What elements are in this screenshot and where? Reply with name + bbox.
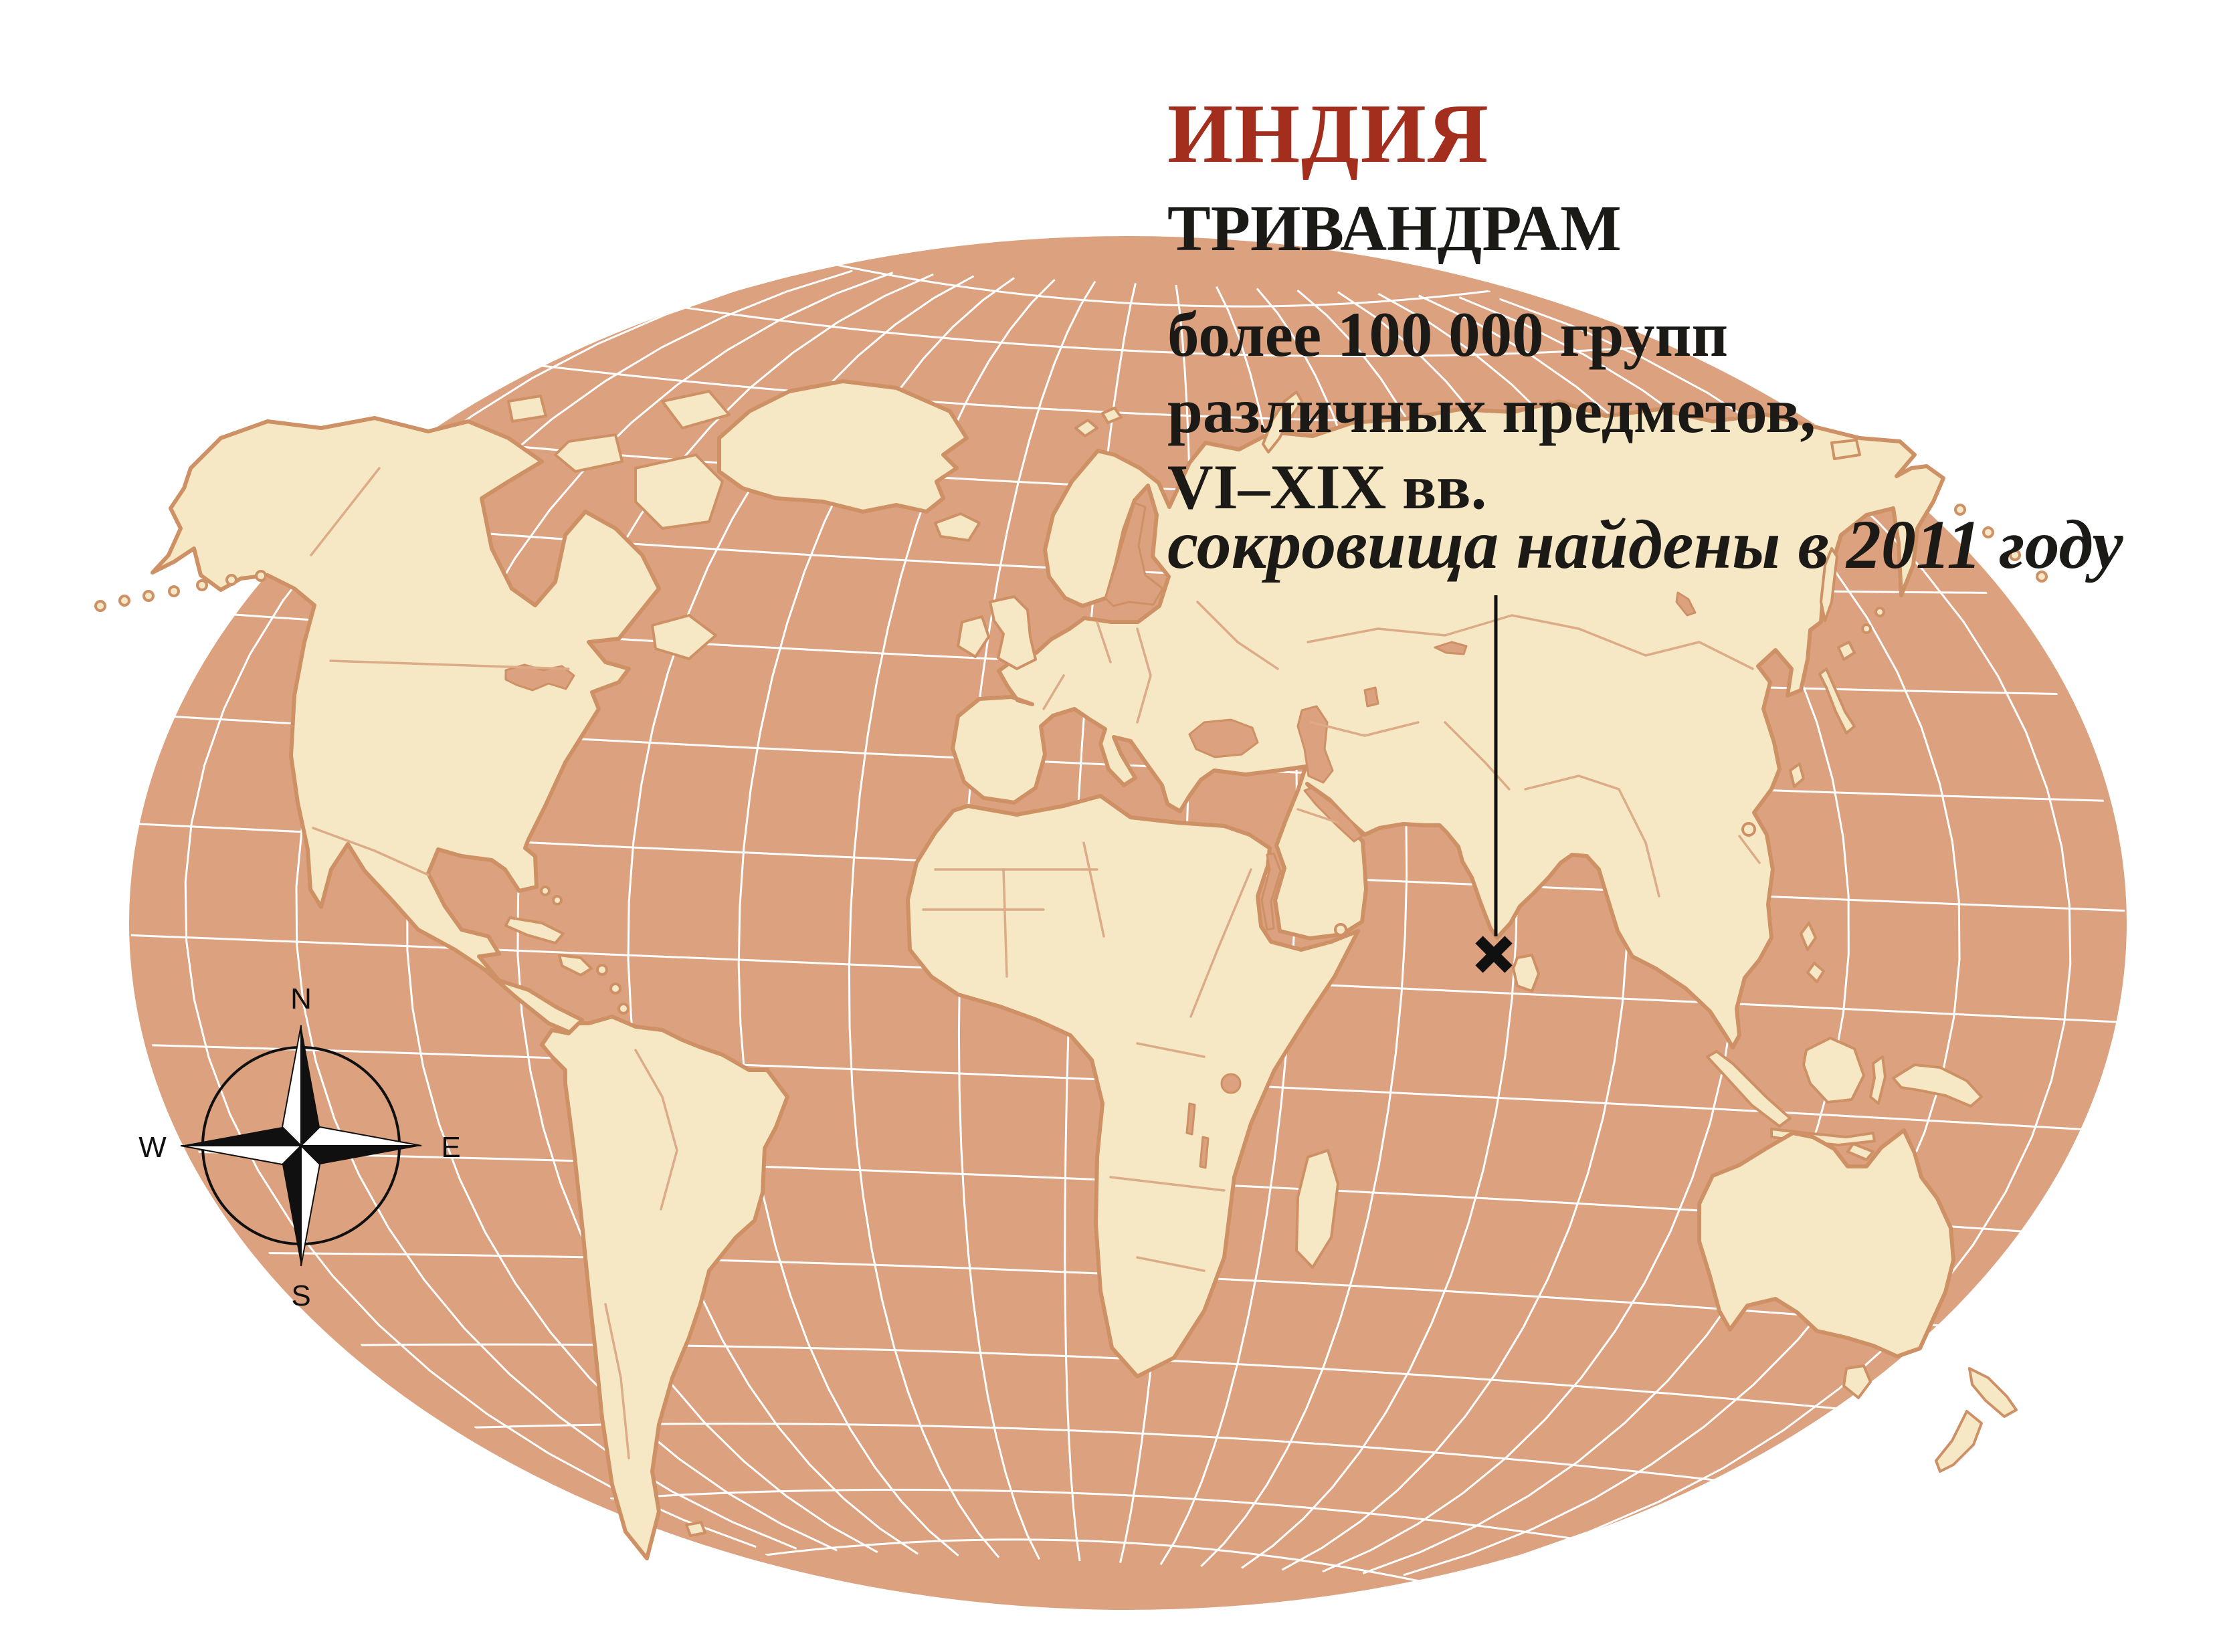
description-line: VI–XIX вв. (1167, 451, 1487, 522)
iceland (934, 512, 981, 542)
socotra (1334, 923, 1347, 936)
compass-label-south: S (291, 1279, 310, 1312)
lake-victoria (1220, 1073, 1242, 1094)
arctic-islands (554, 433, 623, 473)
aleutian-islands (94, 570, 267, 612)
description-line: более 100 000 групп (1167, 299, 1729, 370)
philippines (1806, 962, 1825, 983)
new-zealand-south (1935, 1410, 1983, 1473)
borneo (1802, 1037, 1865, 1104)
newfoundland (651, 614, 717, 660)
falkland-islands (685, 1521, 706, 1537)
country-borders (310, 467, 1761, 1459)
hokkaido (1837, 641, 1856, 661)
lakes (504, 502, 1697, 1169)
compass-rose: N E S W (138, 983, 460, 1312)
compass-needle-east (301, 1146, 421, 1164)
sri-lanka (1512, 954, 1540, 993)
landmass-south-america (540, 1015, 789, 1560)
lake-malawi (1199, 1136, 1210, 1169)
new-zealand-north (1968, 1367, 2018, 1418)
madagascar (1295, 1149, 1339, 1269)
new-guinea (1892, 1063, 1983, 1108)
city-title: ТРИВАНДРАМ (1167, 193, 1622, 264)
description-line: различных предметов, (1167, 375, 1816, 446)
great-britain (989, 595, 1037, 670)
compass-label-west: W (138, 1131, 167, 1164)
philippines (1800, 922, 1817, 951)
landmass-australia (1697, 1128, 1955, 1358)
compass-needle-west (180, 1145, 303, 1166)
japan (1818, 667, 1856, 734)
arctic-islands (507, 395, 547, 423)
landmass-greenland (717, 379, 969, 514)
compass-needle-north (301, 1025, 320, 1146)
sulawesi (1869, 1055, 1887, 1105)
cuba (504, 916, 565, 944)
lake-baikal (1675, 591, 1697, 617)
lake-tanganyika (1185, 1102, 1196, 1136)
arctic-islands (661, 390, 731, 429)
black-sea (1188, 718, 1259, 758)
landmass-africa (906, 794, 1360, 1378)
lake-balkhash (1434, 641, 1468, 655)
compass-needle-south (282, 1146, 301, 1266)
arctic-islands (634, 453, 724, 530)
treasure-description: более 100 000 групп различных предметов,… (1167, 296, 1816, 525)
persian-gulf (1303, 787, 1363, 843)
red-sea (1260, 852, 1282, 931)
novaya-zemlya (1262, 391, 1303, 453)
compass-label-north: N (290, 983, 312, 1015)
ireland (957, 615, 990, 658)
found-note: сокровища найдены в 2011 году (1167, 506, 2123, 583)
svalbard (1101, 407, 1123, 424)
new-siberian-islands (1830, 439, 1861, 460)
timor (1846, 1142, 1874, 1161)
country-title: ИНДИЯ (1167, 88, 1490, 181)
taiwan (1789, 762, 1805, 788)
hispaniola (558, 954, 593, 976)
compass-needle-south (300, 1144, 321, 1267)
aral-sea (1363, 686, 1379, 708)
sumatra (1706, 1050, 1792, 1128)
compass-needle-east (299, 1126, 422, 1146)
hainan (1741, 822, 1756, 837)
baltic-sea (1104, 502, 1164, 607)
compass-needle-west (181, 1127, 301, 1146)
landmass-north-america (151, 416, 661, 1035)
svalbard (1074, 419, 1098, 437)
compass-label-east: E (441, 1131, 460, 1164)
treasure-x-marker (1475, 936, 1513, 973)
tasmania (1842, 1364, 1872, 1399)
sakhalin (1820, 547, 1838, 622)
